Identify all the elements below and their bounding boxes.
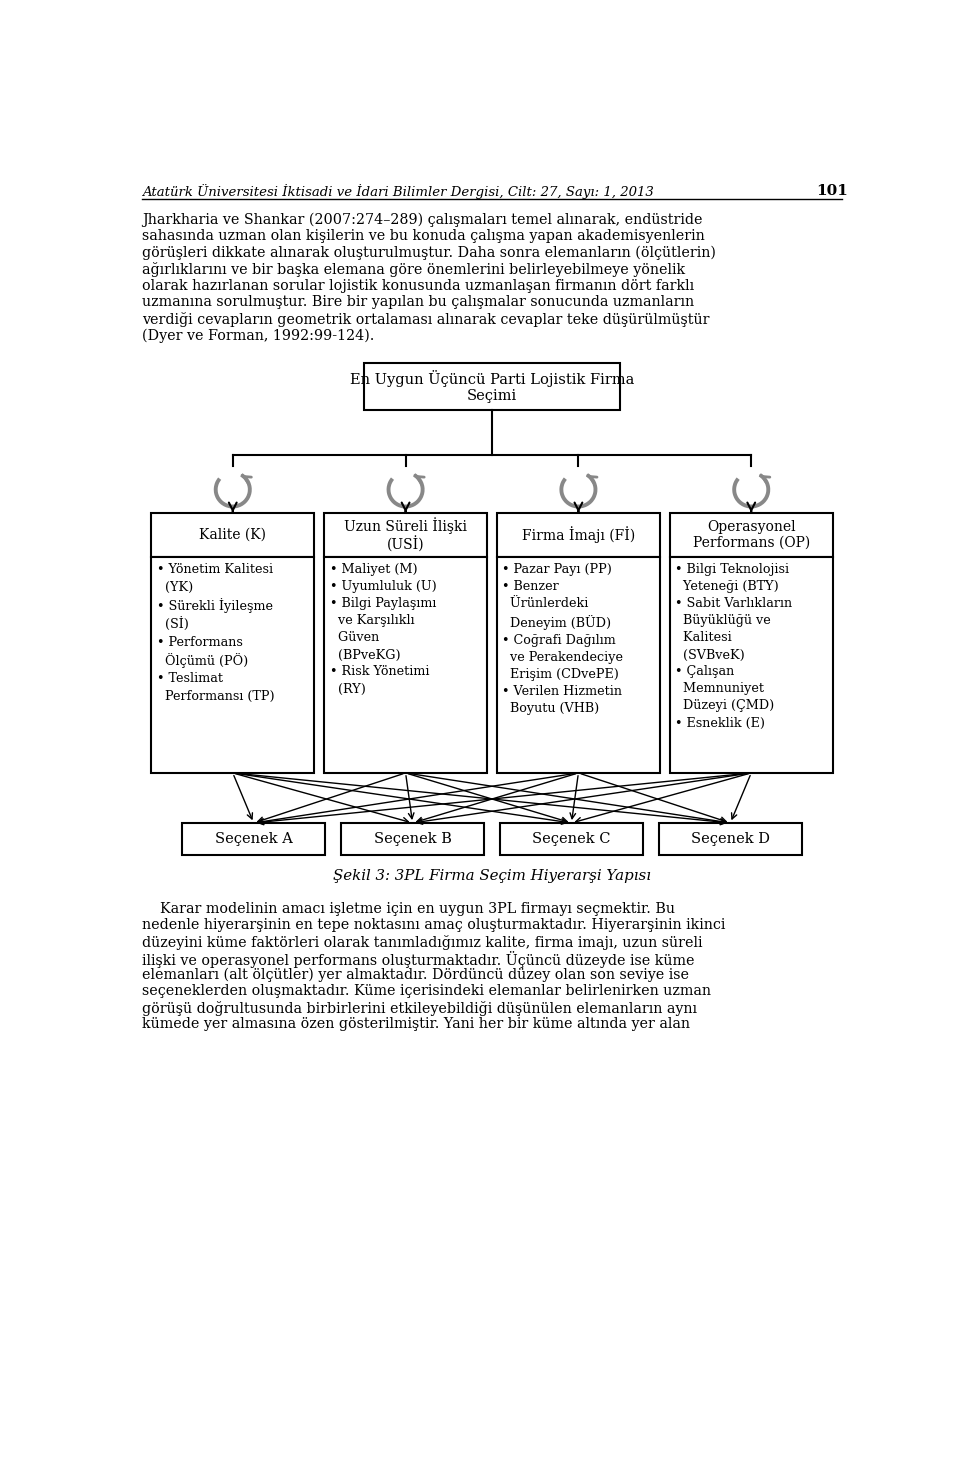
Bar: [324, 557, 487, 773]
Text: • Bilgi Teknolojisi
  Yeteneği (BTY)
• Sabit Varlıkların
  Büyüklüğü ve
  Kalite: • Bilgi Teknolojisi Yeteneği (BTY) • Sab…: [675, 563, 792, 730]
Text: Karar modelinin amacı işletme için en uygun 3PL firmayı seçmektir. Bu: Karar modelinin amacı işletme için en uy…: [142, 902, 675, 915]
Text: Seçenek D: Seçenek D: [691, 832, 770, 846]
Text: 101: 101: [817, 184, 849, 198]
Text: En Uygun Üçüncü Parti Lojistik Firma
Seçimi: En Uygun Üçüncü Parti Lojistik Firma Seç…: [349, 370, 635, 403]
Text: Şekil 3: 3PL Firma Seçim Hiyerarşi Yapısı: Şekil 3: 3PL Firma Seçim Hiyerarşi Yapıs…: [333, 869, 651, 883]
Text: Seçenek C: Seçenek C: [532, 832, 611, 846]
Bar: [659, 823, 802, 856]
Bar: [341, 823, 484, 856]
Text: uzmanına sorulmuştur. Bire bir yapılan bu çalışmalar sonucunda uzmanların: uzmanına sorulmuştur. Bire bir yapılan b…: [142, 295, 694, 310]
Text: Jharkharia ve Shankar (2007:274–289) çalışmaları temel alınarak, endüstride: Jharkharia ve Shankar (2007:274–289) çal…: [142, 212, 702, 227]
Bar: [670, 557, 832, 773]
Bar: [497, 557, 660, 773]
Text: • Yönetim Kalitesi
  (YK)
• Sürekli İyileşme
  (Sİ)
• Performans
  Ölçümü (PÖ)
•: • Yönetim Kalitesi (YK) • Sürekli İyileş…: [156, 563, 275, 702]
Text: Seçenek B: Seçenek B: [373, 832, 451, 846]
Text: olarak hazırlanan sorular lojistik konusunda uzmanlaşan firmanın dört farklı: olarak hazırlanan sorular lojistik konus…: [142, 278, 694, 293]
Text: Seçenek A: Seçenek A: [215, 832, 293, 846]
Text: Operasyonel
Performans (OP): Operasyonel Performans (OP): [692, 520, 810, 549]
Text: • Pazar Payı (PP)
• Benzer
  Ürünlerdeki
  Deneyim (BÜD)
• Coğrafi Dağılım
  ve : • Pazar Payı (PP) • Benzer Ürünlerdeki D…: [502, 563, 623, 715]
Text: Kalite (K): Kalite (K): [200, 529, 266, 542]
Text: Firma İmajı (Fİ): Firma İmajı (Fİ): [522, 527, 635, 544]
Text: elemanları (alt ölçütler) yer almaktadır. Dördüncü düzey olan son seviye ise: elemanları (alt ölçütler) yer almaktadır…: [142, 967, 688, 982]
Bar: [324, 512, 487, 557]
Bar: [152, 512, 314, 557]
Text: • Maliyet (M)
• Uyumluluk (U)
• Bilgi Paylaşımı
  ve Karşılıklı
  Güven
  (BPveK: • Maliyet (M) • Uyumluluk (U) • Bilgi Pa…: [329, 563, 437, 696]
Bar: [670, 512, 832, 557]
Text: Uzun Süreli İlişki
(USİ): Uzun Süreli İlişki (USİ): [344, 517, 468, 552]
Text: kümede yer almasına özen gösterilmiştir. Yani her bir küme altında yer alan: kümede yer almasına özen gösterilmiştir.…: [142, 1017, 689, 1031]
Text: verdiği cevapların geometrik ortalaması alınarak cevaplar teke düşürülmüştür: verdiği cevapların geometrik ortalaması …: [142, 311, 709, 327]
Text: ağırlıklarını ve bir başka elemana göre önemlerini belirleyebilmeye yönelik: ağırlıklarını ve bir başka elemana göre …: [142, 262, 684, 277]
Text: ilişki ve operasyonel performans oluşturmaktadır. Üçüncü düzeyde ise küme: ilişki ve operasyonel performans oluştur…: [142, 951, 694, 969]
Text: düzeyini küme faktörleri olarak tanımladığımız kalite, firma imajı, uzun süreli: düzeyini küme faktörleri olarak tanımlad…: [142, 935, 702, 949]
Text: nedenle hiyerarşinin en tepe noktasını amaç oluşturmaktadır. Hiyerarşinin ikinci: nedenle hiyerarşinin en tepe noktasını a…: [142, 918, 725, 932]
Bar: [364, 363, 620, 410]
Text: Atatürk Üniversitesi İktisadi ve İdari Bilimler Dergisi, Cilt: 27, Sayı: 1, 2013: Atatürk Üniversitesi İktisadi ve İdari B…: [142, 184, 654, 198]
Text: sahasında uzman olan kişilerin ve bu konuda çalışma yapan akademisyenlerin: sahasında uzman olan kişilerin ve bu kon…: [142, 230, 705, 243]
Bar: [500, 823, 643, 856]
Bar: [182, 823, 325, 856]
Text: seçeneklerden oluşmaktadır. Küme içerisindeki elemanlar belirlenirken uzman: seçeneklerden oluşmaktadır. Küme içerisi…: [142, 985, 710, 998]
Text: (Dyer ve Forman, 1992:99-124).: (Dyer ve Forman, 1992:99-124).: [142, 329, 374, 342]
Bar: [497, 512, 660, 557]
Text: görüşleri dikkate alınarak oluşturulmuştur. Daha sonra elemanların (ölçütlerin): görüşleri dikkate alınarak oluşturulmuşt…: [142, 246, 715, 259]
Text: görüşü doğrultusunda birbirlerini etkileyebildiği düşünülen elemanların aynı: görüşü doğrultusunda birbirlerini etkile…: [142, 1001, 697, 1016]
Bar: [152, 557, 314, 773]
